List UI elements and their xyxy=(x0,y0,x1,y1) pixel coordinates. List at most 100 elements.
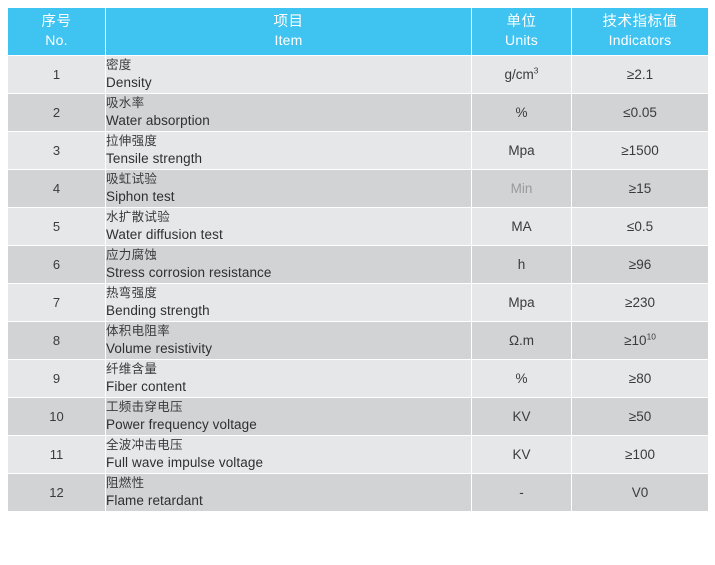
cell-indicator: ≥1500 xyxy=(572,132,708,169)
cell-indicator: ≥80 xyxy=(572,360,708,397)
cell-item-cn: 阻燃性 xyxy=(106,476,145,491)
cell-indicator-value: ≥80 xyxy=(628,371,652,386)
cell-no: 6 xyxy=(8,246,105,283)
cell-item-cn: 拉伸强度 xyxy=(106,134,158,149)
table-row: 5 水扩散试验 Water diffusion test MA ≤0.5 xyxy=(8,208,708,245)
cell-indicator: ≥2.1 xyxy=(572,56,708,93)
cell-item: 水扩散试验 Water diffusion test xyxy=(106,208,471,245)
cell-item-cn: 密度 xyxy=(106,58,132,73)
table-row: 9 纤维含量 Fiber content% ≥80 xyxy=(8,360,708,397)
cell-item: 热弯强度 Bending strength xyxy=(106,284,471,321)
column-header-no: 序号 No. xyxy=(8,8,105,55)
table-row: 10 工频击穿电压 Power frequency voltage KV ≥50 xyxy=(8,398,708,435)
cell-indicator-value: ≥10 xyxy=(624,333,647,348)
cell-item: 阻燃性 Flame retardant xyxy=(106,474,471,511)
cell-units: % xyxy=(472,94,571,131)
cell-item: 吸水率 Water absorption xyxy=(106,94,471,131)
column-header-indicators-en: Indicators xyxy=(608,31,672,48)
cell-units-value: KV xyxy=(512,447,531,462)
cell-no: 12 xyxy=(8,474,105,511)
cell-item-en: Stress corrosion resistance xyxy=(106,264,272,280)
cell-item: 全波冲击电压 Full wave impulse voltage xyxy=(106,436,471,473)
cell-item: 工频击穿电压 Power frequency voltage xyxy=(106,398,471,435)
cell-item-en: Density xyxy=(106,74,152,90)
cell-item: 体积电阻率 Volume resistivity xyxy=(106,322,471,359)
cell-item: 应力腐蚀 Stress corrosion resistance xyxy=(106,246,471,283)
cell-units-value: - xyxy=(519,485,524,500)
cell-no: 3 xyxy=(8,132,105,169)
cell-item-cn: 应力腐蚀 xyxy=(106,248,158,263)
column-header-item-en: Item xyxy=(274,31,303,48)
table-header: 序号 No. 项目 Item 单位 Units 技术指标值 Indicators xyxy=(8,8,708,55)
column-header-indicators: 技术指标值 Indicators xyxy=(572,8,708,55)
cell-item-en: Flame retardant xyxy=(106,492,203,508)
cell-indicator-value: ≥50 xyxy=(628,409,652,424)
cell-no: 1 xyxy=(8,56,105,93)
column-header-units: 单位 Units xyxy=(472,8,571,55)
table-row: 3 拉伸强度 Tensile strength Mpa ≥1500 xyxy=(8,132,708,169)
cell-indicator: ≥1010 xyxy=(572,322,708,359)
specification-table: 序号 No. 项目 Item 单位 Units 技术指标值 Indicators… xyxy=(7,7,709,512)
cell-item-cn: 全波冲击电压 xyxy=(106,438,183,453)
cell-item: 吸虹试验 Siphon test xyxy=(106,170,471,207)
cell-item-en: Power frequency voltage xyxy=(106,416,257,432)
cell-no: 5 xyxy=(8,208,105,245)
cell-item: 拉伸强度 Tensile strength xyxy=(106,132,471,169)
cell-no: 8 xyxy=(8,322,105,359)
cell-item-en: Siphon test xyxy=(106,188,175,204)
cell-units-value: g/cm xyxy=(504,67,534,82)
cell-no: 11 xyxy=(8,436,105,473)
table-row: 2 吸水率 Water absorption% ≤0.05 xyxy=(8,94,708,131)
cell-item-cn: 水扩散试验 xyxy=(106,210,171,225)
cell-indicator: ≥100 xyxy=(572,436,708,473)
table-body: 1 密度 Density g/cm3 ≥2.1 2 吸水率 Water absorption%… xyxy=(8,56,708,511)
table-row: 6 应力腐蚀 Stress corrosion resistance h ≥96 xyxy=(8,246,708,283)
table-row: 7 热弯强度 Bending strength Mpa ≥230 xyxy=(8,284,708,321)
table-row: 12 阻燃性 Flame retardant - V0 xyxy=(8,474,708,511)
table-row: 1 密度 Density g/cm3 ≥2.1 xyxy=(8,56,708,93)
cell-indicator: ≥230 xyxy=(572,284,708,321)
cell-item-cn: 热弯强度 xyxy=(106,286,158,301)
cell-item-en: Fiber content xyxy=(106,378,187,394)
cell-no: 7 xyxy=(8,284,105,321)
cell-indicator-value: ≤0.05 xyxy=(623,105,657,120)
cell-indicator-value: ≥230 xyxy=(625,295,655,310)
cell-units: h xyxy=(472,246,571,283)
cell-units-value: KV xyxy=(512,409,531,424)
cell-units: g/cm3 xyxy=(472,56,571,93)
cell-indicator-value: ≥15 xyxy=(628,181,652,196)
cell-indicator-value: ≥96 xyxy=(628,257,652,272)
column-header-units-cn: 单位 xyxy=(506,14,537,31)
cell-no: 9 xyxy=(8,360,105,397)
cell-indicator-value: ≤0.5 xyxy=(626,219,654,234)
cell-item-en: Water diffusion test xyxy=(106,226,223,242)
cell-no: 10 xyxy=(8,398,105,435)
cell-no: 4 xyxy=(8,170,105,207)
cell-indicator: ≥50 xyxy=(572,398,708,435)
cell-indicator-value: V0 xyxy=(631,485,649,500)
cell-units-value: % xyxy=(515,371,528,386)
cell-units-value: h xyxy=(517,257,526,272)
cell-units: Min xyxy=(472,170,571,207)
cell-indicator-value: ≥100 xyxy=(625,447,655,462)
table-row: 8 体积电阻率 Volume resistivity Ω.m ≥1010 xyxy=(8,322,708,359)
column-header-item: 项目 Item xyxy=(106,8,471,55)
cell-units: - xyxy=(472,474,571,511)
cell-units-value: MA xyxy=(511,219,532,234)
cell-item-en: Bending strength xyxy=(106,302,210,318)
cell-item-en: Full wave impulse voltage xyxy=(106,454,264,470)
cell-units: Mpa xyxy=(472,132,571,169)
cell-units-value: Mpa xyxy=(508,295,535,310)
cell-indicator: ≥96 xyxy=(572,246,708,283)
cell-units-superscript: 3 xyxy=(533,65,539,76)
cell-units: Ω.m xyxy=(472,322,571,359)
cell-item-cn: 体积电阻率 xyxy=(106,324,171,339)
header-row: 序号 No. 项目 Item 单位 Units 技术指标值 Indicators xyxy=(8,8,708,55)
cell-units: Mpa xyxy=(472,284,571,321)
cell-no: 2 xyxy=(8,94,105,131)
cell-item: 纤维含量 Fiber content xyxy=(106,360,471,397)
cell-indicator: V0 xyxy=(572,474,708,511)
table-row: 11 全波冲击电压 Full wave impulse voltage KV ≥100 xyxy=(8,436,708,473)
cell-units-value: Mpa xyxy=(508,143,535,158)
column-header-units-en: Units xyxy=(505,31,538,48)
